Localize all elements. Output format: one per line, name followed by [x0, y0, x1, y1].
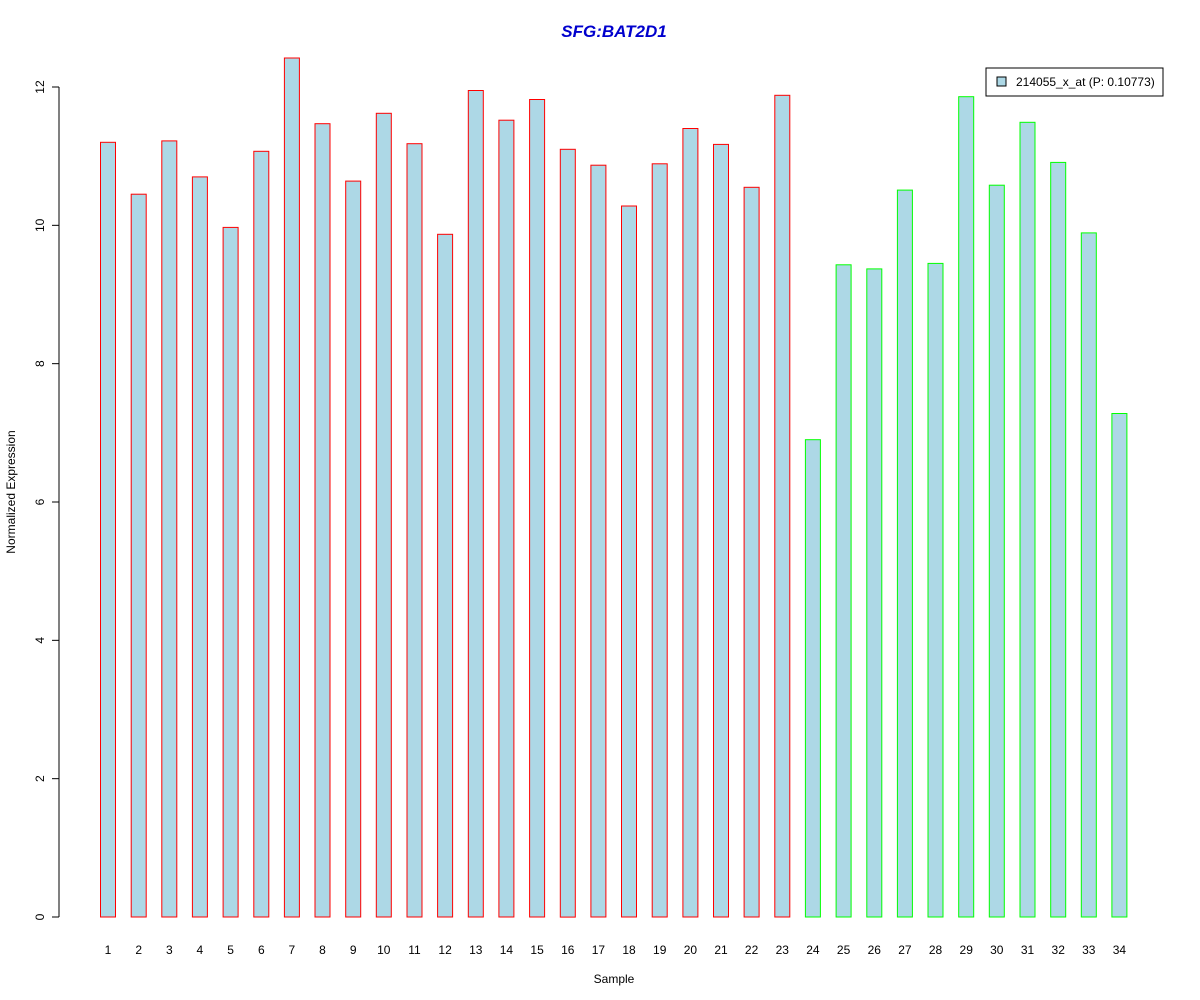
- x-tick-label: 3: [166, 943, 173, 957]
- bar-sample-24: [804, 439, 821, 918]
- x-tick-label: 18: [622, 943, 636, 957]
- x-tick-label: 30: [990, 943, 1004, 957]
- x-tick-label: 11: [408, 943, 421, 957]
- bar-sample-27: [896, 189, 913, 918]
- x-tick-label: 16: [561, 943, 575, 957]
- bar-sample-25: [835, 264, 852, 918]
- x-tick-label: 22: [745, 943, 759, 957]
- bar-sample-5: [222, 226, 239, 918]
- bar-sample-21: [713, 143, 729, 918]
- x-tick-label: 34: [1113, 943, 1127, 957]
- bar-sample-7: [283, 57, 300, 918]
- bar-sample-26: [866, 268, 883, 918]
- y-tick-label: 0: [33, 913, 47, 920]
- bar-sample-13: [467, 90, 484, 918]
- x-tick-label: 29: [960, 943, 974, 957]
- bar-sample-18: [621, 205, 637, 918]
- bar-sample-20: [682, 128, 699, 918]
- bar-sample-3: [161, 140, 178, 918]
- x-tick-label: 13: [469, 943, 483, 957]
- x-tick-label: 27: [898, 943, 912, 957]
- y-tick-label: 10: [33, 218, 47, 232]
- x-tick-label: 24: [806, 943, 820, 957]
- x-tick-label: 26: [868, 943, 882, 957]
- x-tick-label: 33: [1082, 943, 1096, 957]
- legend: 214055_x_at (P: 0.10773): [985, 67, 1164, 97]
- x-tick-label: 14: [500, 943, 514, 957]
- x-tick-label: 8: [319, 943, 326, 957]
- bar-sample-34: [1111, 413, 1128, 918]
- bar-sample-22: [743, 186, 760, 918]
- x-tick-label: 1: [105, 943, 112, 957]
- x-tick-label: 15: [530, 943, 544, 957]
- legend-swatch: [996, 76, 1007, 87]
- x-tick-labels: 1 2 3 4 5 6 7 8 9 10 11 12 13 14 15 16 17 18 19 20 21 22 23 24 2…: [105, 943, 1127, 957]
- bar-sample-33: [1080, 232, 1097, 918]
- x-axis-title: Sample: [594, 972, 635, 986]
- x-tick-label: 32: [1052, 943, 1066, 957]
- y-axis: 0 2 4 6 8 10 12: [33, 80, 60, 920]
- x-tick-label: 6: [258, 943, 265, 957]
- x-tick-label: 28: [929, 943, 943, 957]
- bar-sample-15: [529, 99, 546, 918]
- bar-sample-23: [774, 94, 791, 918]
- x-tick-label: 25: [837, 943, 851, 957]
- x-tick-label: 12: [438, 943, 452, 957]
- bar-sample-32: [1050, 161, 1067, 918]
- x-tick-label: 5: [227, 943, 234, 957]
- bar-sample-9: [345, 180, 362, 918]
- bar-sample-8: [314, 123, 331, 918]
- bars-group: [100, 57, 1128, 918]
- bar-sample-16: [559, 148, 576, 918]
- x-tick-label: 4: [197, 943, 204, 957]
- y-tick-label: 4: [33, 637, 47, 644]
- x-tick-label: 23: [776, 943, 790, 957]
- legend-label: 214055_x_at (P: 0.10773): [1016, 75, 1155, 89]
- bar-sample-12: [437, 233, 454, 918]
- x-tick-label: 7: [289, 943, 296, 957]
- bar-sample-6: [253, 150, 270, 918]
- bar-sample-2: [130, 193, 147, 918]
- x-tick-label: 10: [377, 943, 391, 957]
- bar-sample-17: [590, 164, 607, 918]
- x-tick-label: 17: [592, 943, 606, 957]
- legend-box: [985, 67, 1164, 97]
- y-axis-title: Normalized Expression: [4, 430, 18, 553]
- bar-sample-19: [651, 163, 668, 918]
- bar-sample-30: [988, 184, 1005, 918]
- y-tick-label: 12: [33, 80, 47, 94]
- bar-sample-11: [406, 143, 423, 918]
- y-tick-label: 2: [33, 775, 47, 782]
- bar-sample-31: [1019, 121, 1036, 918]
- y-tick-label: 8: [33, 360, 47, 367]
- chart-title: SFG:BAT2D1: [561, 22, 666, 41]
- x-tick-label: 20: [684, 943, 698, 957]
- bar-sample-28: [927, 262, 944, 918]
- x-tick-label: 19: [653, 943, 667, 957]
- x-tick-label: 21: [714, 943, 728, 957]
- bar-sample-1: [100, 141, 116, 918]
- x-tick-label: 9: [350, 943, 357, 957]
- x-tick-label: 2: [135, 943, 142, 957]
- bar-sample-4: [191, 176, 208, 918]
- y-tick-label: 6: [33, 498, 47, 505]
- bar-sample-10: [375, 112, 392, 918]
- bar-sample-29: [958, 96, 975, 918]
- x-tick-label: 31: [1021, 943, 1035, 957]
- bar-sample-14: [498, 119, 515, 918]
